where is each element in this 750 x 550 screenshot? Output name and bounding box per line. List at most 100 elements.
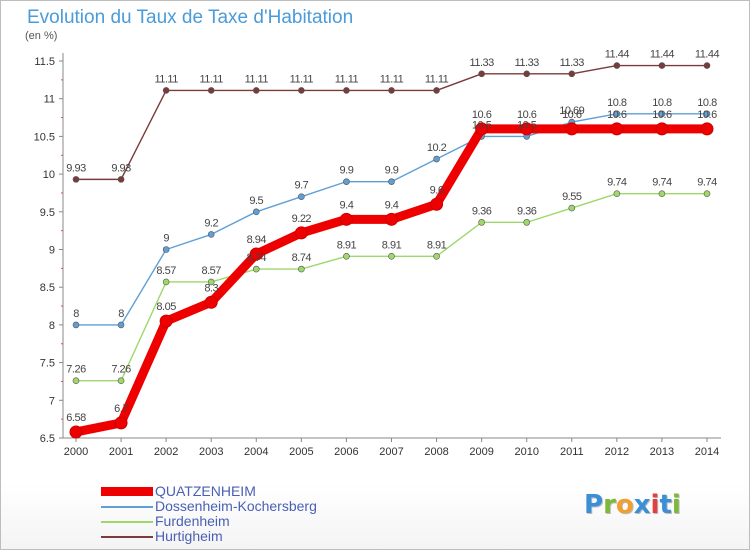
data-point [252, 87, 260, 94]
y-tick-label: 10.5 [34, 131, 55, 143]
x-tick-label: 2003 [199, 446, 223, 458]
data-point [162, 87, 170, 94]
data-point [207, 231, 215, 238]
data-point [117, 377, 125, 384]
data-point [72, 176, 80, 183]
data-label: 9.93 [66, 162, 86, 174]
data-label: 9.74 [652, 177, 672, 189]
data-label: 10.5 [517, 119, 537, 131]
x-tick-label: 2001 [109, 446, 133, 458]
data-label: 9.55 [562, 191, 582, 203]
y-tick-label: 6.5 [40, 433, 55, 445]
data-point [298, 193, 305, 201]
data-point [523, 219, 531, 226]
data-label: 8.05 [156, 301, 176, 313]
y-tick-label: 7 [49, 395, 55, 407]
data-point [655, 122, 669, 136]
data-point [343, 252, 350, 260]
data-label: 11.33 [470, 57, 495, 69]
data-point [568, 204, 576, 212]
x-tick-label: 2006 [334, 446, 358, 458]
data-label: 11.11 [154, 73, 178, 85]
data-point [433, 87, 440, 94]
data-point [207, 87, 215, 94]
data-label: 10.8 [652, 97, 672, 109]
data-label: 11.44 [695, 49, 720, 61]
data-label: 8.94 [247, 234, 267, 246]
x-tick-label: 2013 [650, 446, 674, 458]
data-point [343, 87, 350, 94]
data-label: 10.8 [607, 97, 627, 109]
legend-label: Hurtigheim [155, 528, 223, 544]
data-label: 10.5 [472, 119, 492, 131]
logo-letter: P [584, 490, 604, 520]
x-tick-label: 2005 [289, 446, 313, 458]
data-label: 9.36 [472, 205, 492, 217]
legend-label: Furdenheim [155, 513, 230, 529]
x-tick-label: 2002 [154, 446, 178, 458]
logo-letter: o [615, 490, 634, 520]
data-point [72, 377, 80, 384]
data-label: 11.33 [560, 57, 585, 69]
y-tick-label: 9 [49, 245, 55, 257]
data-label: 11.11 [290, 73, 314, 85]
data-label: 6.7 [114, 403, 128, 415]
data-point [294, 226, 308, 240]
data-point [388, 252, 395, 260]
data-label: 11.11 [200, 73, 224, 85]
x-tick-label: 2007 [379, 446, 403, 458]
data-point [388, 178, 395, 185]
x-tick-label: 2014 [695, 446, 719, 458]
data-point [430, 197, 444, 211]
data-label: 10.2 [427, 142, 447, 154]
data-point [117, 176, 125, 183]
data-point [478, 219, 485, 226]
data-label: 10.69 [559, 105, 584, 117]
data-label: 8.57 [202, 265, 222, 277]
proxiti-logo: Proxiti [584, 490, 681, 520]
data-label: 9.93 [111, 162, 131, 174]
data-point [162, 246, 170, 253]
data-label: 9.2 [204, 217, 218, 229]
chart-title: Evolution du Taux de Taxe d'Habitation [27, 7, 354, 28]
y-tick-label: 9.5 [40, 207, 55, 219]
y-axis-unit: (en %) [25, 30, 58, 42]
data-label: 11.11 [380, 73, 404, 85]
y-tick-label: 8.5 [40, 282, 55, 294]
data-point [478, 70, 485, 78]
y-tick-label: 11.5 [34, 56, 55, 68]
data-point [433, 155, 440, 163]
y-tick-label: 8 [49, 320, 55, 332]
y-tick-label: 10 [43, 169, 55, 181]
data-label: 8.91 [427, 239, 447, 251]
data-label: 9.5 [249, 195, 263, 207]
data-label: 9.9 [385, 165, 399, 177]
data-label: 8.91 [337, 239, 357, 251]
data-label: 9.22 [292, 213, 312, 225]
legend-swatch [101, 487, 153, 496]
data-point [658, 110, 666, 118]
data-point [114, 416, 128, 430]
data-label: 8 [73, 308, 79, 320]
legend-swatch [101, 536, 153, 538]
data-label: 10.6 [562, 109, 582, 121]
data-point [69, 425, 83, 439]
data-label: 9.7 [294, 180, 308, 192]
data-point [204, 295, 218, 309]
x-tick-label: 2010 [514, 446, 538, 458]
data-label: 9.4 [340, 199, 354, 211]
data-point [613, 110, 621, 118]
data-label: 9.74 [607, 177, 627, 189]
data-label: 7.26 [66, 364, 86, 376]
data-point [252, 208, 260, 216]
data-label: 8.74 [292, 252, 312, 264]
data-point [388, 87, 395, 94]
data-label: 6.58 [66, 412, 86, 424]
x-tick-label: 2008 [424, 446, 448, 458]
data-point [385, 212, 398, 226]
data-label: 8.91 [382, 239, 402, 251]
data-point [703, 190, 711, 198]
data-point [703, 62, 711, 69]
data-point [433, 252, 440, 260]
